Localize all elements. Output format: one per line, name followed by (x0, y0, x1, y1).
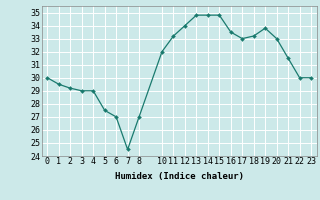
X-axis label: Humidex (Indice chaleur): Humidex (Indice chaleur) (115, 172, 244, 181)
